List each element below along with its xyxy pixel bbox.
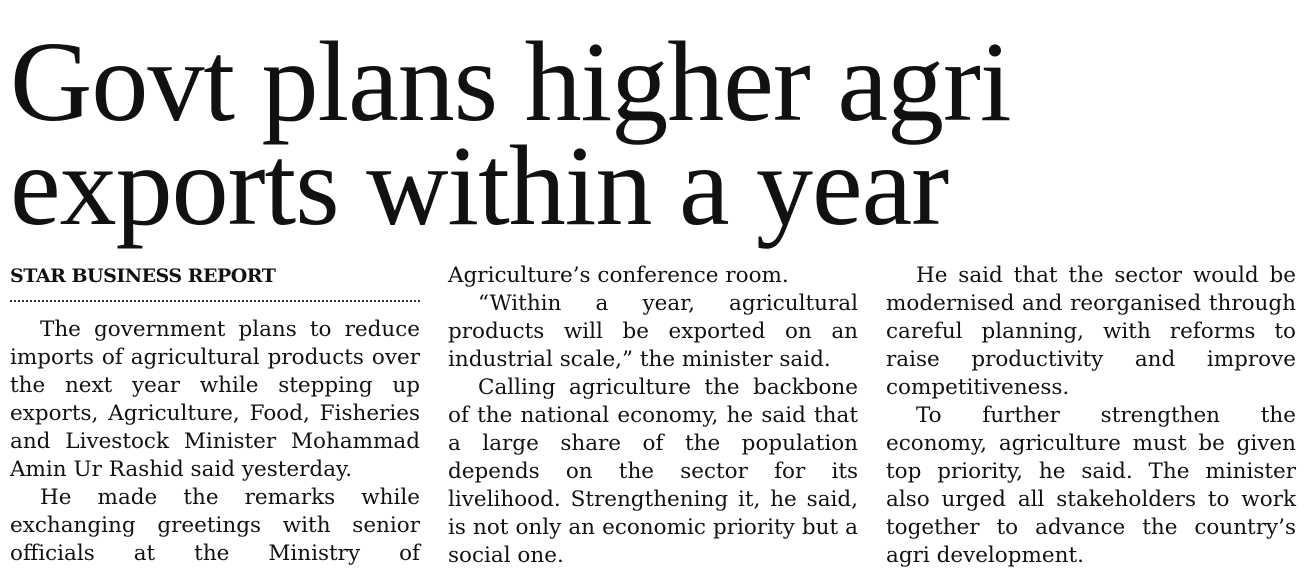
paragraph: The government plans to reduce imports o… [10,317,420,482]
column: He said that the sector would be moderni… [886,262,1296,570]
paragraph: He made the remarks while exchanging gre… [10,485,420,566]
column: Agriculture’s conference room. “Within a … [448,262,858,570]
paragraph: To further strengthen the economy, agric… [886,403,1296,568]
headline: exports within a year [10,122,949,249]
headline: Govt plans higher agri [10,18,1012,145]
byline: STAR BUSINESS REPORT [10,262,420,302]
column: STAR BUSINESS REPORT The government plan… [10,262,420,568]
paragraph: Calling agriculture the backbone of the … [448,375,858,568]
paragraph: “Within a year, agricultural products wi… [448,291,858,372]
paragraph: Agriculture’s conference room. [448,263,789,288]
paragraph: He said that the sector would be moderni… [886,263,1296,400]
